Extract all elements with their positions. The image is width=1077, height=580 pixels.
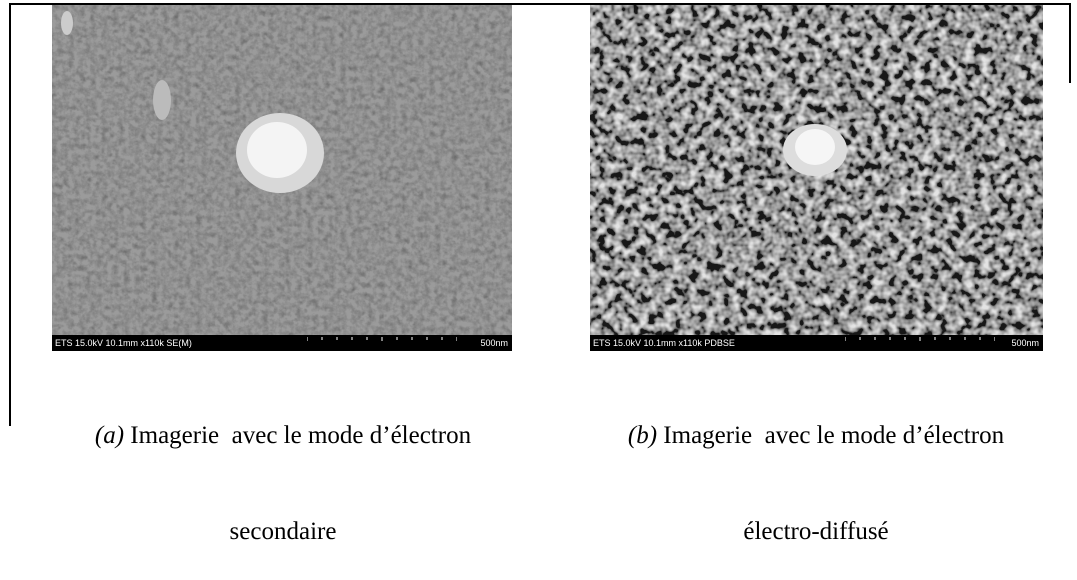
image-info: ETS 15.0kV 10.1mm x110k PDBSE (593, 335, 735, 351)
caption-text: Imagerie avec le mode d’électron (663, 422, 1004, 449)
caption-label: (a) (95, 422, 124, 449)
caption-label: (b) (628, 422, 657, 449)
page: ETS 15.0kV 10.1mm x110k SE(M) 500nm ETS … (0, 0, 1077, 426)
sem-image: ETS 15.0kV 10.1mm x110k PDBSE 500nm (590, 5, 1043, 351)
caption: (a) Imagerie avec le mode d’électron sec… (30, 356, 536, 580)
info-bar: ETS 15.0kV 10.1mm x110k SE(M) 500nm (52, 335, 512, 351)
frame-line (1069, 3, 1071, 83)
image-info: ETS 15.0kV 10.1mm x110k SE(M) (55, 335, 192, 351)
scale-label: 500nm (1011, 335, 1039, 351)
caption-text: secondaire (30, 516, 536, 548)
caption: (b) Imagerie avec le mode d’électron éle… (560, 356, 1072, 580)
frame-line (9, 3, 11, 426)
sem-image: ETS 15.0kV 10.1mm x110k SE(M) 500nm (52, 5, 512, 351)
scale-label: 500nm (480, 335, 508, 351)
info-bar: ETS 15.0kV 10.1mm x110k PDBSE 500nm (590, 335, 1043, 351)
caption-text: Imagerie avec le mode d’électron (130, 422, 471, 449)
caption-text: électro-diffusé (560, 516, 1072, 548)
